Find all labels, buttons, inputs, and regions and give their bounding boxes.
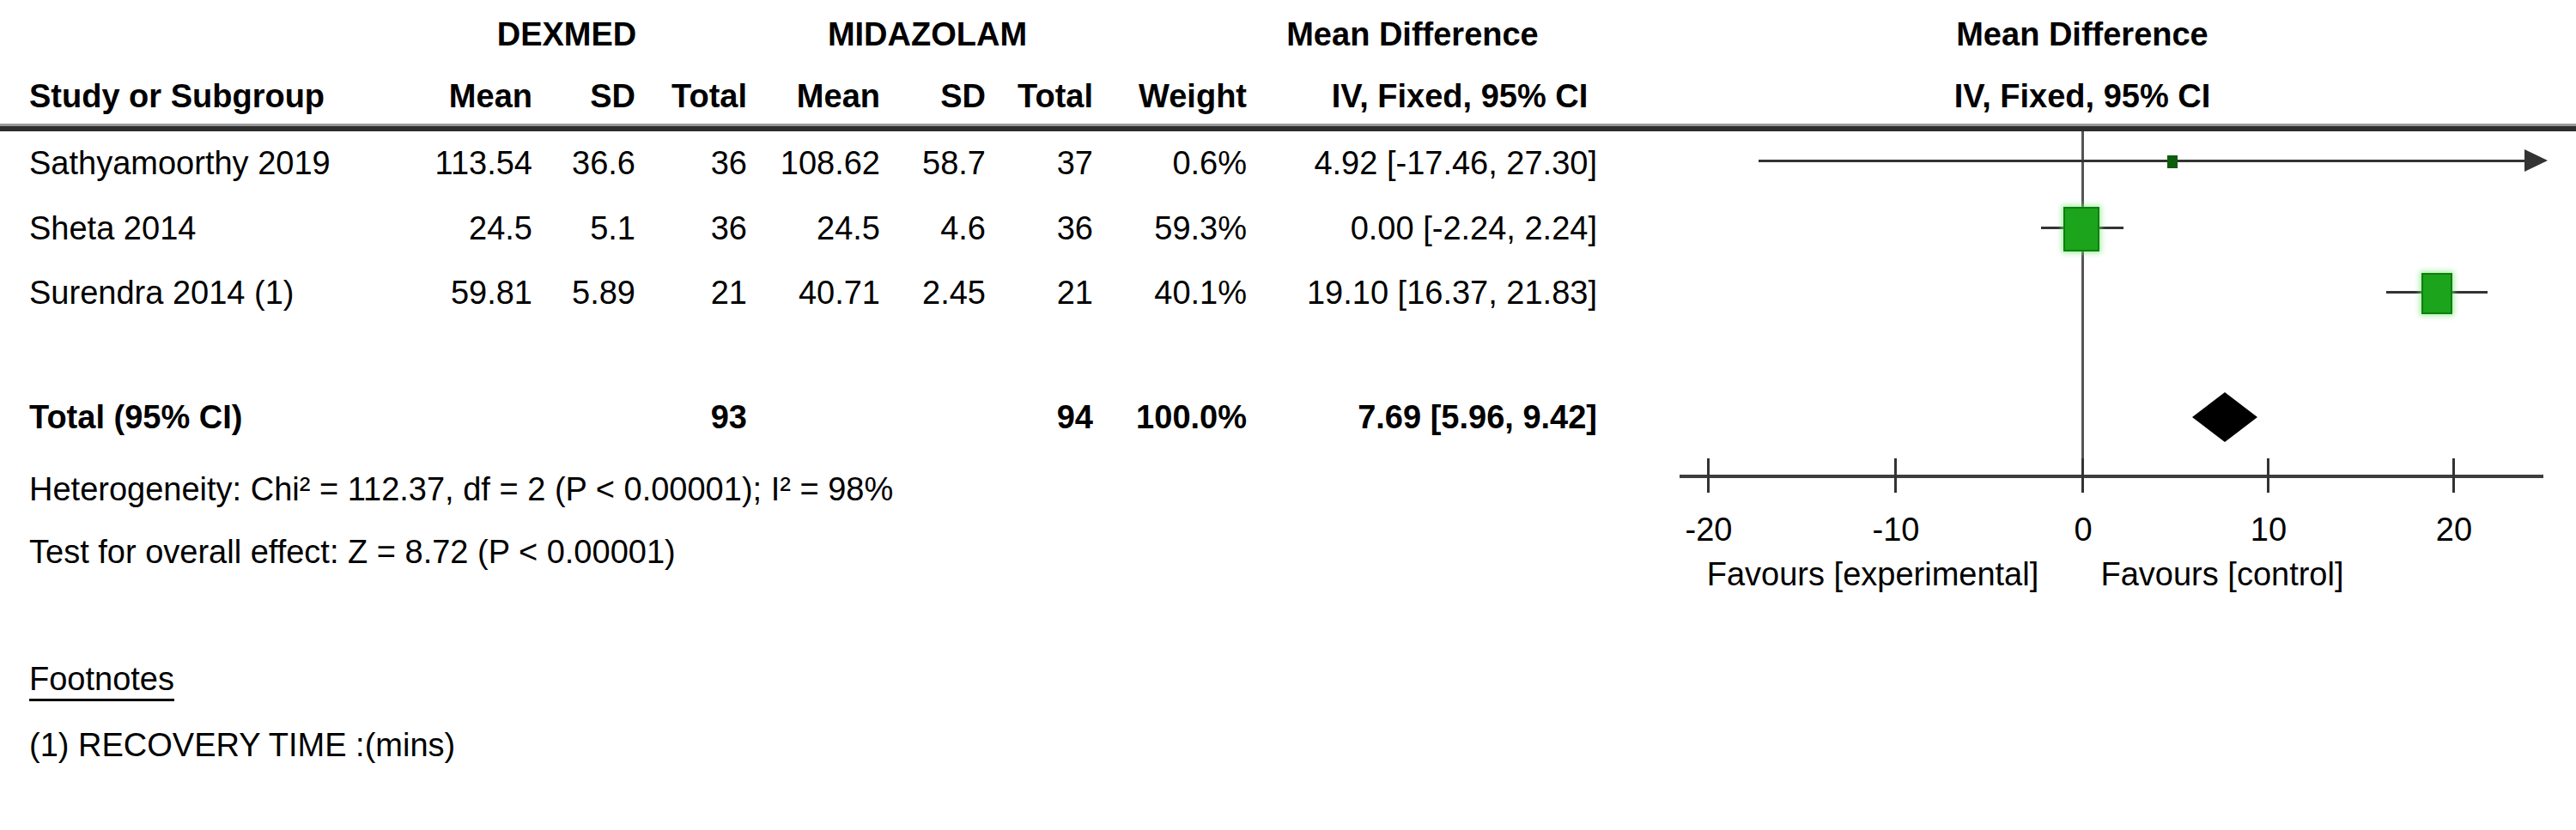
x-tick-label: -10 bbox=[1844, 511, 1947, 548]
cell-total-2: 37 bbox=[1057, 144, 1093, 182]
x-tick--10 bbox=[1894, 458, 1897, 493]
cell-effect-ci: 19.10 [16.37, 21.83] bbox=[1307, 274, 1597, 312]
cell-weight: 0.6% bbox=[1172, 144, 1247, 182]
x-tick--20 bbox=[1707, 458, 1710, 493]
cell-mean-1: 113.54 bbox=[435, 144, 532, 182]
cell-total-2: 36 bbox=[1057, 209, 1093, 247]
study3-effect-square bbox=[2421, 273, 2452, 314]
header-rule bbox=[0, 126, 2576, 131]
cell-weight: 40.1% bbox=[1154, 274, 1247, 312]
cell-total-1: 36 bbox=[711, 144, 747, 182]
col-header-total-2: Total bbox=[1018, 77, 1093, 115]
group2-header: MIDAZOLAM bbox=[799, 15, 1056, 53]
cell-sd-1: 36.6 bbox=[572, 144, 635, 182]
col-header-sd-1: SD bbox=[590, 77, 635, 115]
cell-sd-1: 5.89 bbox=[572, 274, 635, 312]
cell-mean-2: 40.71 bbox=[799, 274, 880, 312]
x-tick-label: 20 bbox=[2403, 511, 2506, 548]
cell-total-1: 36 bbox=[711, 209, 747, 247]
cell-effect-ci: 0.00 [-2.24, 2.24] bbox=[1351, 209, 1597, 247]
col-header-total-1: Total bbox=[671, 77, 747, 115]
study1-point-marker bbox=[2167, 155, 2178, 168]
study1-ci-right-arrow bbox=[2524, 149, 2548, 172]
cell-sd-2: 2.45 bbox=[922, 274, 986, 312]
col-header-mean-1: Mean bbox=[449, 77, 532, 115]
x-tick-label: -20 bbox=[1657, 511, 1760, 548]
cell-mean-2: 24.5 bbox=[817, 209, 880, 247]
x-tick-label: 0 bbox=[2032, 511, 2135, 548]
study2-effect-square bbox=[2063, 207, 2099, 251]
cell-sd-2: 58.7 bbox=[922, 144, 986, 182]
cell-sd-2: 4.6 bbox=[940, 209, 986, 247]
cell-mean-1: 24.5 bbox=[469, 209, 532, 247]
forest-plot-figure: DEXMED MIDAZOLAM Mean Difference Mean Di… bbox=[0, 0, 2576, 830]
x-tick-20 bbox=[2452, 458, 2455, 493]
study1-ci-line bbox=[1759, 160, 2527, 162]
col-header-study: Study or Subgroup bbox=[29, 77, 325, 115]
total-n-2: 94 bbox=[1057, 398, 1093, 436]
group1-header: DEXMED bbox=[438, 15, 696, 53]
total-diamond bbox=[2192, 392, 2257, 442]
footnote-1: (1) RECOVERY TIME :(mins) bbox=[29, 726, 455, 764]
total-n-1: 93 bbox=[711, 398, 747, 436]
total-label: Total (95% CI) bbox=[29, 398, 242, 436]
favours-left-label: Favours [experimental] bbox=[1675, 555, 2070, 593]
x-axis bbox=[1680, 475, 2543, 478]
cell-mean-1: 59.81 bbox=[451, 274, 532, 312]
cell-total-2: 21 bbox=[1057, 274, 1093, 312]
footnotes-heading-text: Footnotes bbox=[29, 661, 174, 701]
footnotes-heading: Footnotes bbox=[29, 660, 174, 698]
effect-column-title: Mean Difference bbox=[1241, 15, 1584, 53]
total-weight: 100.0% bbox=[1136, 398, 1247, 436]
study-name: Sheta 2014 bbox=[29, 209, 196, 247]
zero-effect-line bbox=[2081, 131, 2084, 477]
total-effect-ci: 7.69 [5.96, 9.42] bbox=[1358, 398, 1597, 436]
study-name: Surendra 2014 (1) bbox=[29, 274, 294, 312]
col-header-mean-2: Mean bbox=[797, 77, 880, 115]
x-tick-label: 10 bbox=[2217, 511, 2320, 548]
cell-total-1: 21 bbox=[711, 274, 747, 312]
x-tick-10 bbox=[2267, 458, 2269, 493]
x-tick-0 bbox=[2081, 458, 2084, 493]
cell-sd-1: 5.1 bbox=[590, 209, 635, 247]
cell-weight: 59.3% bbox=[1154, 209, 1247, 247]
study-name: Sathyamoorthy 2019 bbox=[29, 144, 331, 182]
col-header-weight: Weight bbox=[1139, 77, 1247, 115]
heterogeneity-line: Heterogeneity: Chi² = 112.37, df = 2 (P … bbox=[29, 470, 893, 508]
plot-subtitle: IV, Fixed, 95% CI bbox=[1911, 77, 2254, 115]
overall-effect-line: Test for overall effect: Z = 8.72 (P < 0… bbox=[29, 533, 676, 571]
col-header-sd-2: SD bbox=[940, 77, 986, 115]
cell-effect-ci: 4.92 [-17.46, 27.30] bbox=[1314, 144, 1597, 182]
cell-mean-2: 108.62 bbox=[781, 144, 880, 182]
col-header-effect-ci: IV, Fixed, 95% CI bbox=[1288, 77, 1631, 115]
plot-title: Mean Difference bbox=[1911, 15, 2254, 53]
favours-right-label: Favours [control] bbox=[2025, 555, 2420, 593]
